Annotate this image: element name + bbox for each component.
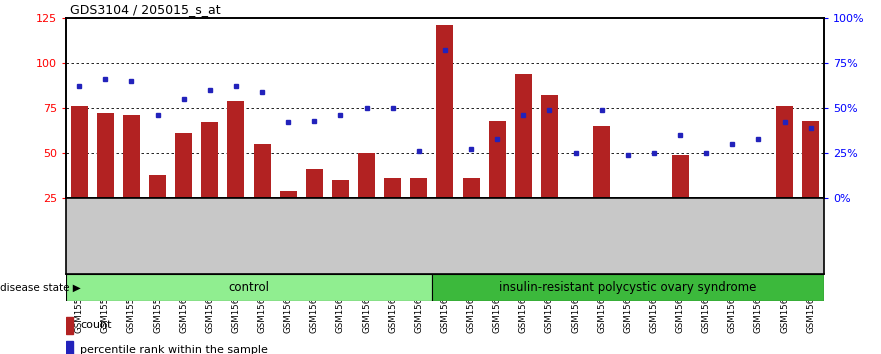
Text: insulin-resistant polycystic ovary syndrome: insulin-resistant polycystic ovary syndr… [500,281,757,294]
Bar [593,126,611,198]
Bar [619,198,636,209]
Bar [97,113,114,198]
Bar [175,133,192,198]
Bar [671,155,689,198]
Bar [66,274,432,301]
Bar [411,178,427,198]
Text: percentile rank within the sample: percentile rank within the sample [80,345,269,354]
Text: disease state ▶: disease state ▶ [0,282,81,293]
Bar [254,144,270,198]
Bar [279,191,297,198]
Bar [201,122,218,198]
Bar [436,25,454,198]
Bar [489,121,506,198]
Bar [646,198,663,209]
Text: count: count [80,320,112,330]
Text: GDS3104 / 205015_s_at: GDS3104 / 205015_s_at [70,3,221,16]
Bar [70,106,87,198]
Bar [803,121,819,198]
Bar [66,341,73,354]
Bar [432,274,824,301]
Text: control: control [228,281,270,294]
Bar [698,198,714,200]
Bar [384,178,401,198]
Bar [306,169,322,198]
Bar [149,175,166,198]
Bar [227,101,244,198]
Bar [776,106,793,198]
Bar [122,115,140,198]
Bar [515,74,532,198]
Bar [332,180,349,198]
Bar [541,95,558,198]
Bar [358,153,375,198]
Bar [66,317,73,334]
Bar [463,178,479,198]
Bar [567,198,584,213]
